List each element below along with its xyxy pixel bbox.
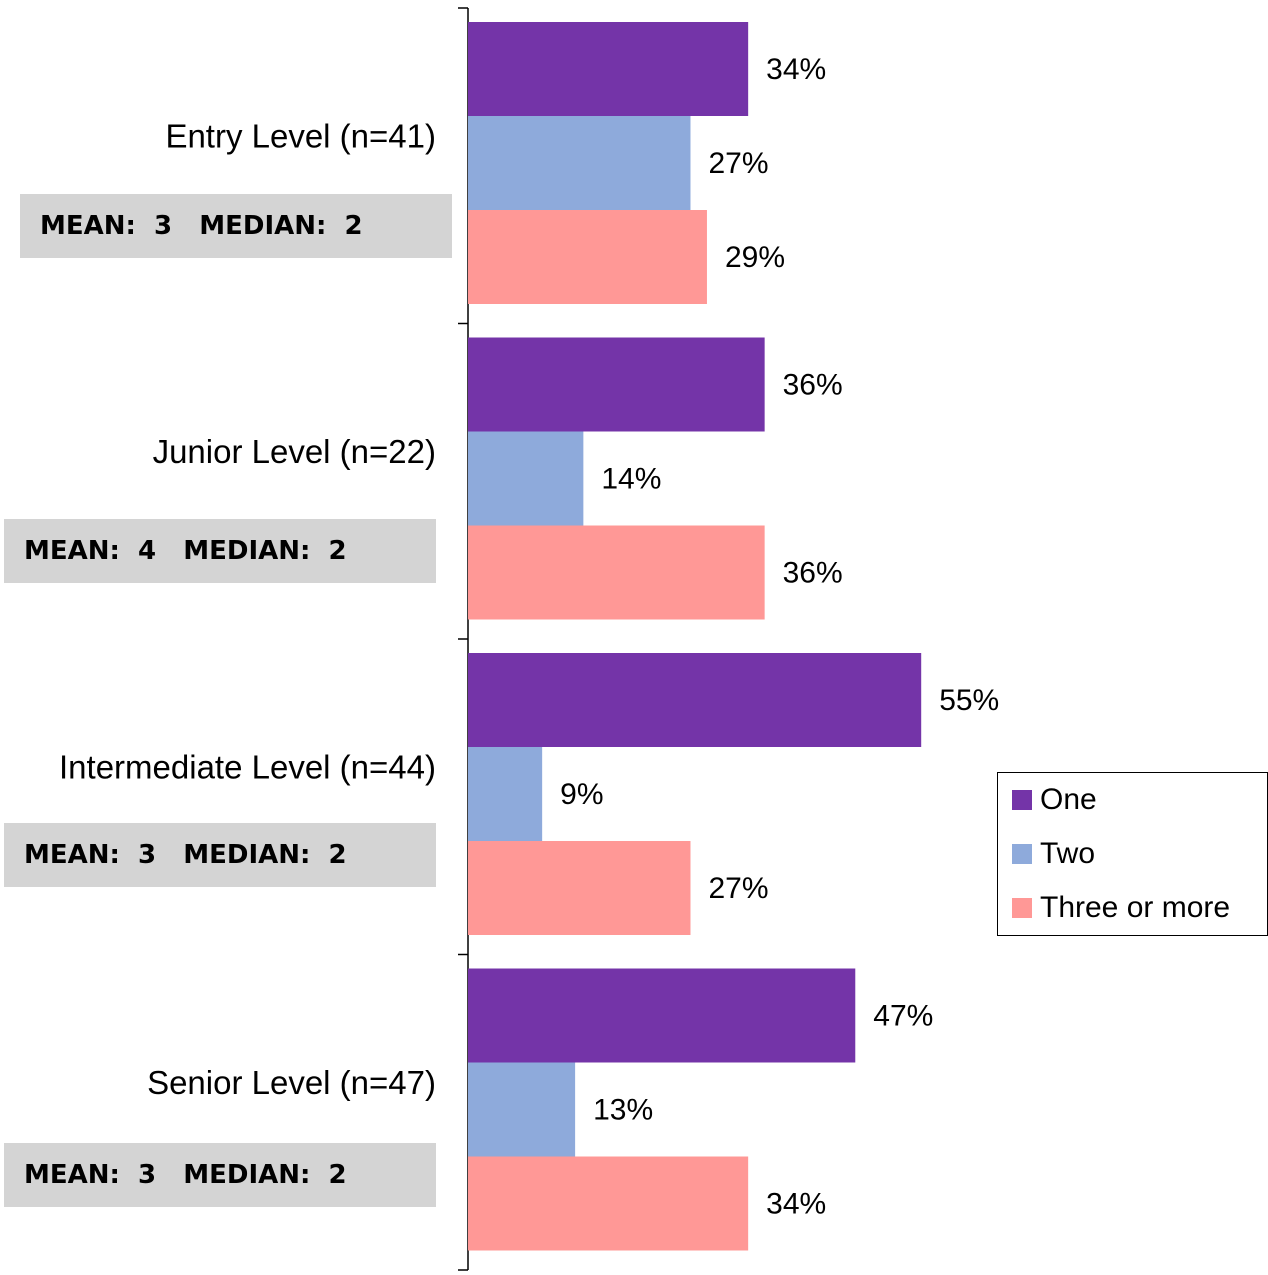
stats-text: MEAN: 3 MEDIAN: 2 xyxy=(24,840,347,870)
data-label: 27% xyxy=(708,147,768,180)
data-label: 27% xyxy=(708,872,768,905)
bar-junior-one xyxy=(468,337,765,432)
legend-item-two: Two xyxy=(1012,837,1095,871)
axis-layer xyxy=(458,7,469,1271)
category-label-entry: Entry Level (n=41) xyxy=(165,118,436,155)
bar-intermediate-three-or-more xyxy=(468,841,691,935)
stats-box-intermediate: MEAN: 3 MEDIAN: 2 xyxy=(4,823,436,887)
category-label-senior: Senior Level (n=47) xyxy=(147,1064,436,1101)
data-label: 14% xyxy=(601,462,661,495)
data-label: 55% xyxy=(939,684,999,717)
data-label: 34% xyxy=(766,1187,826,1220)
bar-intermediate-two xyxy=(468,747,543,841)
labels-layer: Entry Level (n=41) 34% 27% 29% Junior Level … xyxy=(59,53,999,1221)
data-label: 13% xyxy=(593,1093,653,1126)
stats-box-senior: MEAN: 3 MEDIAN: 2 xyxy=(4,1143,436,1207)
legend-label-one: One xyxy=(1040,783,1097,816)
data-label: 34% xyxy=(766,53,826,86)
category-label-intermediate: Intermediate Level (n=44) xyxy=(59,749,436,786)
bar-senior-one xyxy=(468,968,856,1063)
stats-text: MEAN: 4 MEDIAN: 2 xyxy=(24,536,347,566)
legend-label-two: Two xyxy=(1040,837,1096,870)
bar-junior-three-or-more xyxy=(468,525,765,620)
stats-text: MEAN: 3 MEDIAN: 2 xyxy=(24,1160,347,1190)
legend: One Two Three or more xyxy=(997,772,1268,936)
data-label: 36% xyxy=(783,368,843,401)
legend-item-one: One xyxy=(1012,783,1097,817)
legend-label-three-or-more: Three or more xyxy=(1040,891,1231,924)
data-label: 47% xyxy=(873,999,933,1032)
bar-senior-three-or-more xyxy=(468,1156,749,1251)
data-label: 29% xyxy=(725,241,785,274)
data-label: 36% xyxy=(783,556,843,589)
bar-entry-three-or-more xyxy=(468,210,707,304)
category-label-junior: Junior Level (n=22) xyxy=(153,433,436,470)
stats-text: MEAN: 3 MEDIAN: 2 xyxy=(40,211,363,241)
bar-entry-two xyxy=(468,116,691,210)
bar-junior-two xyxy=(468,431,584,526)
bar-senior-two xyxy=(468,1062,576,1157)
legend-swatch-two xyxy=(1012,844,1032,864)
data-label: 9% xyxy=(560,778,603,811)
legend-swatch-one xyxy=(1012,790,1032,810)
stats-box-entry: MEAN: 3 MEDIAN: 2 xyxy=(20,194,452,258)
stats-box-junior: MEAN: 4 MEDIAN: 2 xyxy=(4,519,436,583)
legend-item-three-or-more: Three or more xyxy=(1012,891,1230,925)
bar-entry-one xyxy=(468,22,749,116)
legend-swatch-three-or-more xyxy=(1012,898,1032,918)
bar-intermediate-one xyxy=(468,653,922,747)
bars-layer xyxy=(468,22,922,1251)
